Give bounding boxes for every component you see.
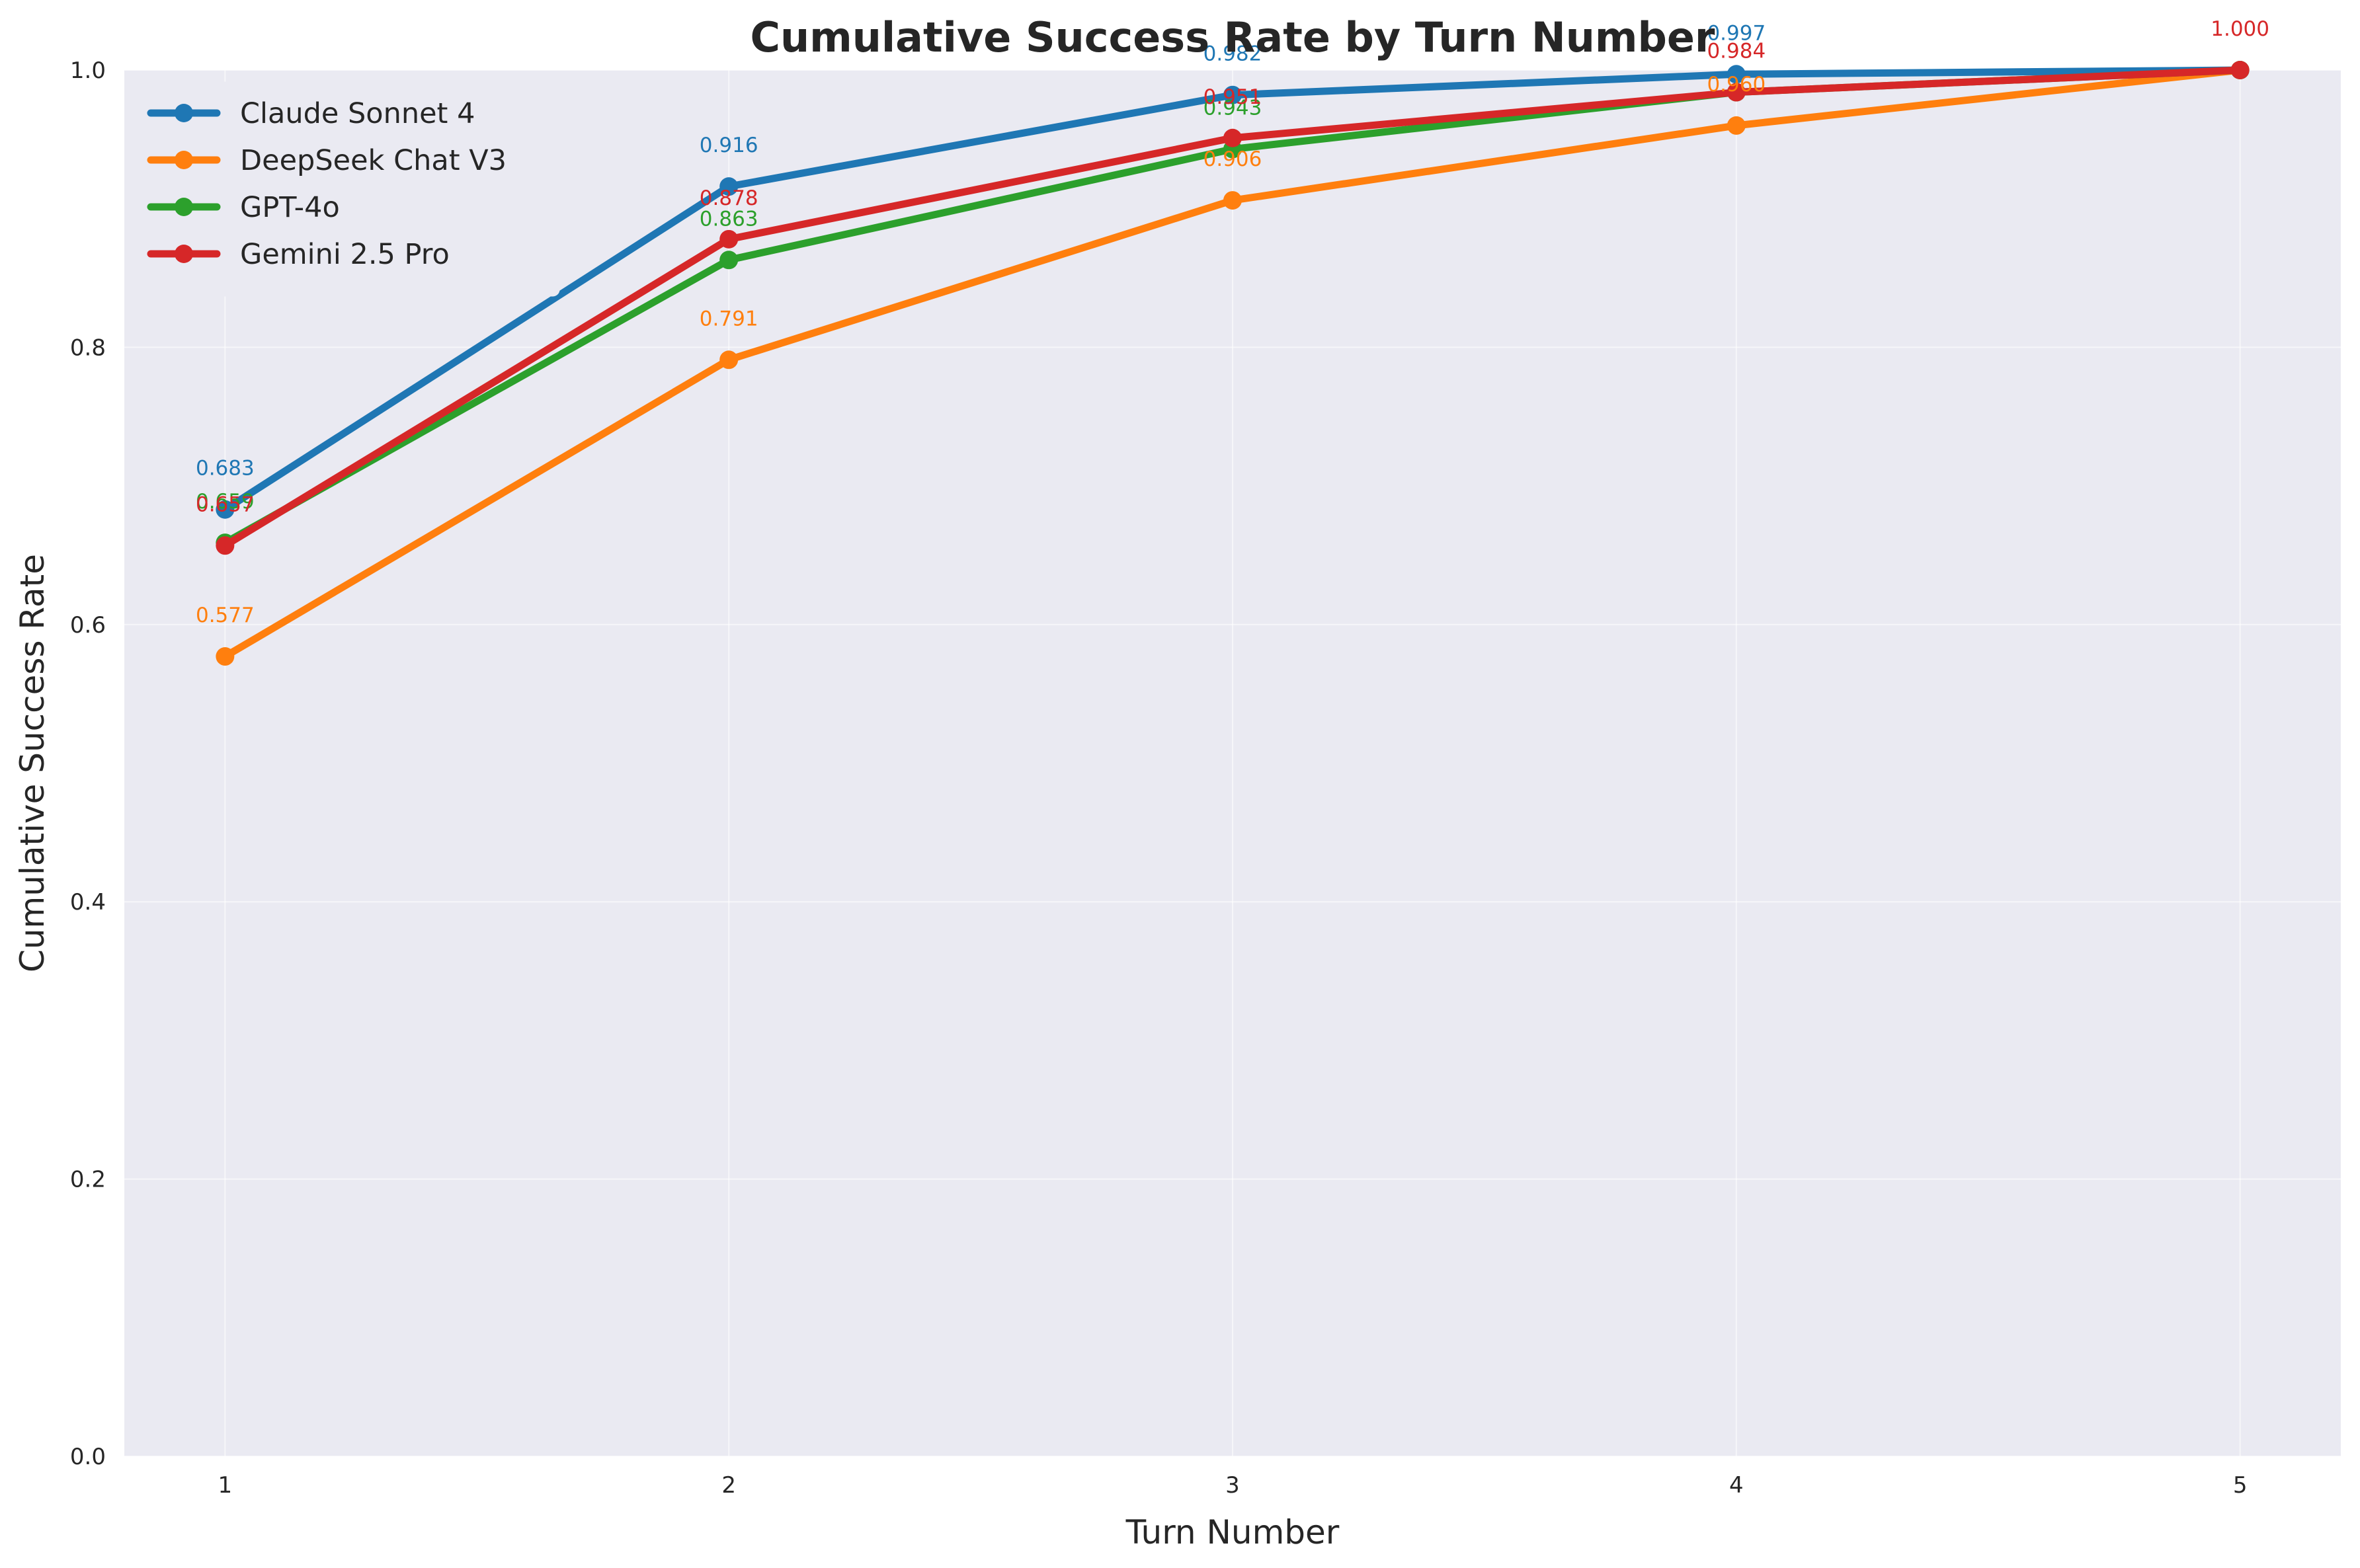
legend-marker [175,245,193,263]
data-label: 0.791 [700,307,758,331]
y-tick-label: 0.2 [70,1167,106,1193]
data-label: 0.577 [196,604,255,627]
data-label: 0.960 [1707,73,1766,97]
data-label: 0.863 [700,207,758,231]
legend-label: DeepSeek Chat V3 [240,144,507,177]
y-axis-label: Cumulative Success Rate [13,554,52,972]
legend-label: Gemini 2.5 Pro [240,238,450,271]
data-labels: 0.683 0.916 0.982 0.997 0.577 0.791 0.906 0.960… [196,17,2269,627]
data-point [216,500,235,519]
x-axis-ticks: 1 2 3 4 5 [218,1472,2248,1499]
series-group [216,61,2250,666]
data-label: 0.906 [1203,147,1262,171]
data-label: 0.982 [1203,42,1262,66]
legend-label: GPT-4o [240,191,340,224]
data-label: 0.659 [196,490,255,514]
data-point [719,177,739,196]
data-point [719,350,739,370]
data-point [1727,83,1746,102]
data-label: 0.951 [1203,85,1262,109]
y-tick-label: 0.0 [70,1444,106,1470]
data-label: 0.997 [1707,21,1766,45]
data-label: 0.878 [700,186,758,210]
data-point [1223,191,1242,210]
data-point [216,647,235,666]
data-label: 0.916 [700,134,758,157]
data-point [719,251,739,270]
y-tick-label: 0.8 [70,334,106,361]
legend-label: Claude Sonnet 4 [240,97,475,130]
data-point [1223,128,1242,147]
chart-title: Cumulative Success Rate by Turn Number [751,13,1715,61]
legend-marker [175,104,193,122]
data-label: 0.683 [196,457,255,481]
data-point [719,229,739,249]
x-axis-label: Turn Number [1125,1513,1340,1551]
data-point [216,536,235,555]
x-tick-label: 1 [218,1472,233,1499]
data-point [1223,85,1242,104]
legend-frame [136,81,560,297]
x-tick-label: 3 [1225,1472,1240,1499]
x-tick-label: 2 [721,1472,736,1499]
legend-marker [175,151,193,169]
data-point [1727,116,1746,135]
data-label: 1.000 [2211,17,2269,41]
y-axis-ticks: 0.0 0.2 0.4 0.6 0.8 1.0 [70,58,106,1470]
x-tick-label: 4 [1729,1472,1744,1499]
y-tick-label: 1.0 [70,58,106,84]
data-label: 0.657 [196,492,255,516]
x-tick-label: 5 [2233,1472,2248,1499]
data-point [1727,65,1746,84]
legend-marker [175,198,193,216]
data-label: 0.984 [1707,40,1766,63]
y-tick-label: 0.4 [70,889,106,916]
data-label: 0.943 [1203,97,1262,120]
y-tick-label: 0.6 [70,612,106,639]
legend: Claude Sonnet 4 DeepSeek Chat V3 GPT-4o Gem… [136,81,560,297]
data-point [2230,61,2250,79]
